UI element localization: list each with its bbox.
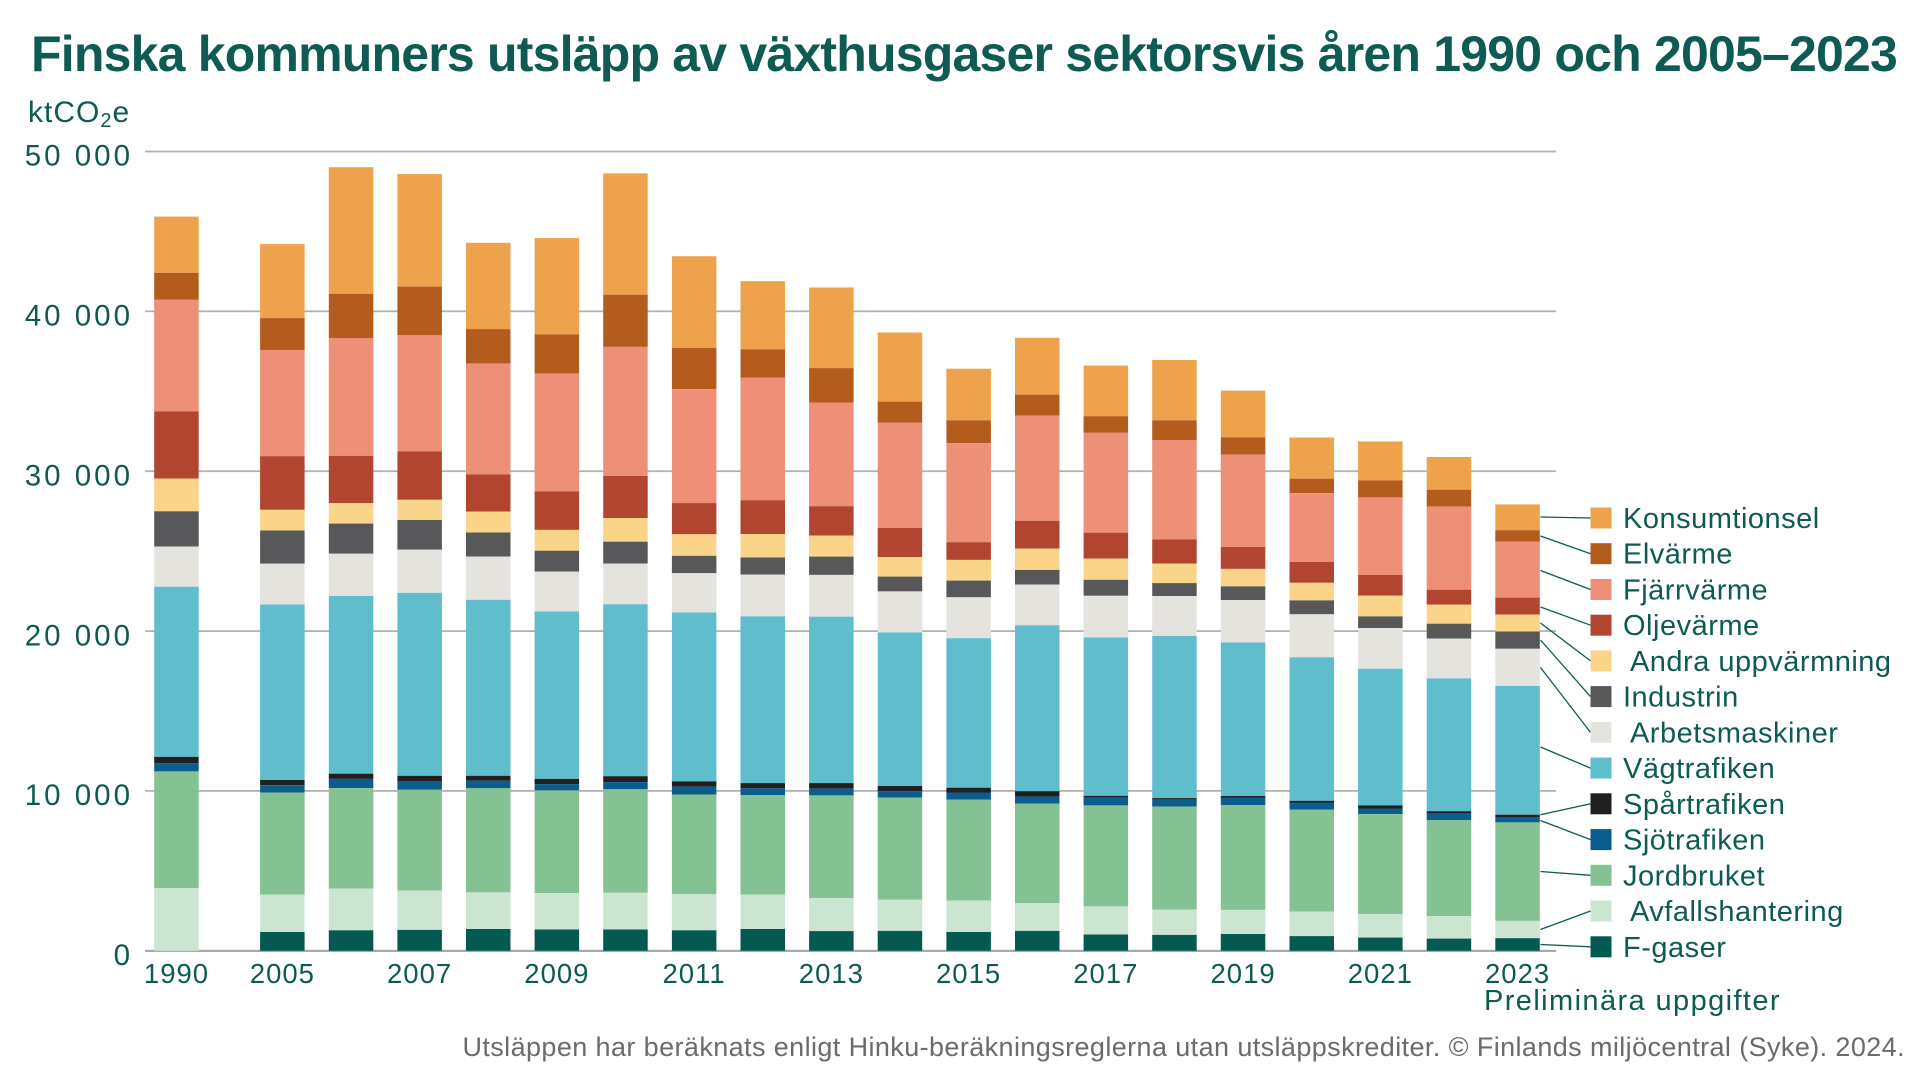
svg-text:50 000: 50 000	[25, 140, 133, 173]
svg-text:Elvärme: Elvärme	[1623, 539, 1733, 571]
svg-text:2011: 2011	[663, 958, 726, 989]
svg-text:F-gaser: F-gaser	[1623, 932, 1726, 964]
svg-text:Arbetsmaskiner: Arbetsmaskiner	[1623, 717, 1838, 749]
svg-text:20 000: 20 000	[25, 619, 133, 652]
svg-text:Konsumtionsel: Konsumtionsel	[1623, 503, 1820, 535]
svg-text:ktCO2e: ktCO2e	[28, 96, 130, 132]
svg-text:Fjärrvärme: Fjärrvärme	[1623, 575, 1768, 607]
svg-text:Oljevärme: Oljevärme	[1623, 610, 1760, 642]
svg-text:10 000: 10 000	[25, 779, 133, 812]
svg-text:2007: 2007	[387, 958, 452, 989]
svg-text:2005: 2005	[250, 958, 315, 989]
svg-text:2023: 2023	[1485, 958, 1550, 989]
svg-text:2019: 2019	[1211, 958, 1276, 989]
svg-text:Avfallshantering: Avfallshantering	[1623, 896, 1844, 928]
svg-text:Finska kommuners utsläpp av vä: Finska kommuners utsläpp av växthusgaser…	[31, 26, 1897, 82]
svg-text:Andra uppvärmning: Andra uppvärmning	[1623, 646, 1892, 678]
svg-text:2015: 2015	[936, 958, 1001, 989]
svg-text:2009: 2009	[524, 958, 589, 989]
svg-text:40 000: 40 000	[25, 300, 133, 333]
svg-text:Jordbruket: Jordbruket	[1623, 860, 1765, 892]
svg-text:Spårtrafiken: Spårtrafiken	[1623, 789, 1785, 821]
svg-text:Utsläppen har beräknats enligt: Utsläppen har beräknats enligt Hinku-ber…	[462, 1032, 1905, 1062]
svg-text:30 000: 30 000	[25, 459, 133, 492]
svg-text:0: 0	[114, 939, 133, 972]
svg-text:2013: 2013	[799, 958, 864, 989]
svg-text:Industrin: Industrin	[1623, 682, 1739, 714]
svg-text:2021: 2021	[1348, 958, 1413, 989]
svg-text:Vägtrafiken: Vägtrafiken	[1623, 753, 1775, 785]
svg-text:Sjötrafiken: Sjötrafiken	[1623, 825, 1766, 857]
svg-text:2017: 2017	[1073, 958, 1138, 989]
svg-text:Preliminära uppgifter: Preliminära uppgifter	[1484, 985, 1781, 1017]
svg-text:1990: 1990	[144, 958, 209, 989]
